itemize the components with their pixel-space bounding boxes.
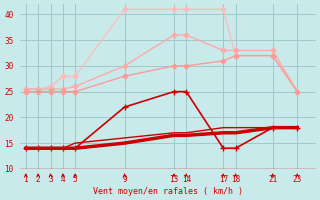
- X-axis label: Vent moyen/en rafales ( km/h ): Vent moyen/en rafales ( km/h ): [93, 187, 243, 196]
